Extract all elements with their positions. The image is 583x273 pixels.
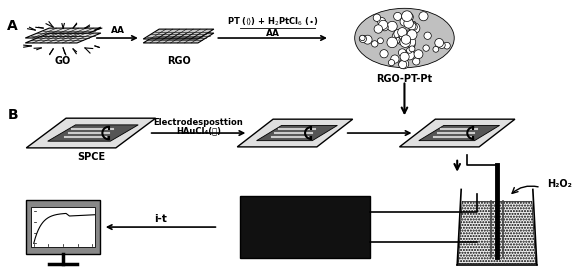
Circle shape <box>405 30 411 35</box>
Text: i-t: i-t <box>154 214 167 224</box>
Circle shape <box>401 35 410 44</box>
Text: SPCE: SPCE <box>77 152 105 162</box>
Circle shape <box>406 16 411 21</box>
Polygon shape <box>26 118 156 148</box>
Polygon shape <box>237 119 353 147</box>
Circle shape <box>360 35 365 41</box>
Circle shape <box>378 20 388 29</box>
Circle shape <box>423 45 429 51</box>
Circle shape <box>400 37 410 48</box>
Circle shape <box>359 35 367 43</box>
Circle shape <box>399 32 408 40</box>
Polygon shape <box>458 201 536 264</box>
Circle shape <box>378 17 386 26</box>
Circle shape <box>404 19 413 28</box>
Circle shape <box>398 28 407 37</box>
Circle shape <box>438 42 445 49</box>
Text: Electrodesposttion: Electrodesposttion <box>153 118 243 127</box>
Circle shape <box>402 32 411 41</box>
Circle shape <box>408 22 416 30</box>
Ellipse shape <box>354 8 454 68</box>
Circle shape <box>408 41 415 48</box>
Circle shape <box>435 38 444 47</box>
Circle shape <box>387 37 398 48</box>
Circle shape <box>399 36 406 44</box>
Circle shape <box>409 23 420 33</box>
Text: A: A <box>8 19 18 33</box>
Circle shape <box>374 25 382 33</box>
FancyBboxPatch shape <box>31 207 96 247</box>
Circle shape <box>409 46 415 52</box>
Circle shape <box>406 40 413 47</box>
FancyBboxPatch shape <box>26 200 100 254</box>
Circle shape <box>424 32 431 39</box>
Text: RGO-PT-Pt: RGO-PT-Pt <box>377 74 433 84</box>
Polygon shape <box>399 119 515 147</box>
Circle shape <box>391 55 399 63</box>
Circle shape <box>401 33 410 43</box>
Circle shape <box>394 29 403 38</box>
Circle shape <box>413 58 420 65</box>
Circle shape <box>405 50 415 60</box>
Circle shape <box>400 52 409 61</box>
Circle shape <box>405 37 416 47</box>
Circle shape <box>381 23 388 31</box>
Polygon shape <box>257 125 338 141</box>
Circle shape <box>396 37 401 43</box>
Circle shape <box>402 35 407 41</box>
Circle shape <box>411 24 417 30</box>
Circle shape <box>394 12 402 20</box>
Polygon shape <box>25 33 101 43</box>
Circle shape <box>398 32 408 43</box>
Circle shape <box>399 59 409 69</box>
Circle shape <box>433 46 439 52</box>
Circle shape <box>407 30 417 40</box>
Circle shape <box>414 50 423 59</box>
Circle shape <box>400 17 409 26</box>
Circle shape <box>405 13 413 22</box>
Circle shape <box>398 37 403 42</box>
Circle shape <box>397 36 406 45</box>
Circle shape <box>387 21 397 31</box>
Polygon shape <box>48 125 138 141</box>
Text: H₂O₂: H₂O₂ <box>547 179 572 189</box>
Circle shape <box>411 21 416 26</box>
FancyBboxPatch shape <box>240 196 370 258</box>
Circle shape <box>371 41 378 47</box>
Circle shape <box>419 12 428 21</box>
Text: AA: AA <box>111 26 125 35</box>
Circle shape <box>392 31 402 42</box>
Polygon shape <box>143 33 214 43</box>
Circle shape <box>402 11 412 22</box>
Text: GO: GO <box>55 56 71 66</box>
Circle shape <box>377 38 384 44</box>
Text: AA: AA <box>266 29 280 38</box>
Circle shape <box>373 14 381 22</box>
Circle shape <box>398 49 406 57</box>
Circle shape <box>406 48 412 53</box>
Circle shape <box>380 50 388 58</box>
Circle shape <box>388 60 395 66</box>
Text: HAuCl₄(⌣): HAuCl₄(⌣) <box>176 127 221 136</box>
Polygon shape <box>419 125 500 141</box>
Circle shape <box>363 35 372 44</box>
Text: B: B <box>8 108 18 122</box>
Polygon shape <box>25 28 101 38</box>
Text: PT ($\langle\!\rangle$) + H$_2$PtCl$_6$ ($\bullet$): PT ($\langle\!\rangle$) + H$_2$PtCl$_6$ … <box>227 15 319 27</box>
Polygon shape <box>143 29 214 39</box>
Circle shape <box>444 42 450 49</box>
Circle shape <box>399 61 407 69</box>
Text: RGO: RGO <box>167 56 191 66</box>
